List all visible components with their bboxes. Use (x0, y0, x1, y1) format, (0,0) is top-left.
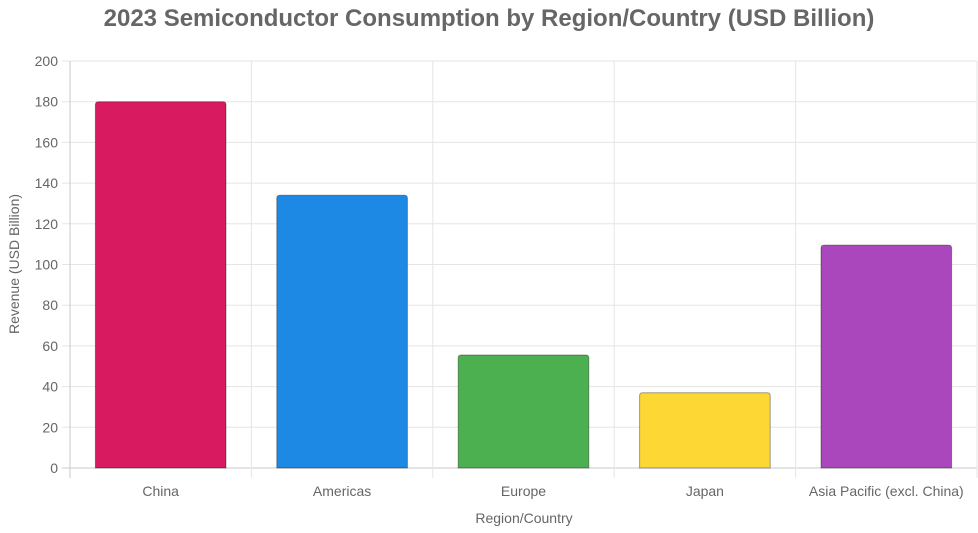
y-tick-label: 100 (35, 257, 59, 273)
bar-japan (639, 392, 771, 469)
x-tick-label: Japan (686, 483, 724, 499)
bar-asia-pacific-excl-china (820, 244, 953, 469)
y-tick-label: 180 (35, 94, 59, 110)
y-tick-label: 40 (42, 379, 58, 395)
x-tick-label: Europe (501, 483, 546, 499)
bar-americas (276, 194, 408, 469)
bar-china (94, 101, 227, 469)
bar-europe (457, 354, 590, 469)
y-tick-label: 160 (35, 134, 59, 150)
y-tick-label: 140 (35, 175, 59, 191)
axes: 0 20 40 60 80 100 120 140 160 180 200 China Americas… (35, 53, 964, 499)
x-tick-label: Asia Pacific (excl. China) (809, 483, 964, 499)
y-tick-label: 60 (42, 338, 58, 354)
y-tick-label: 120 (35, 216, 59, 232)
x-tick-label: China (142, 483, 179, 499)
y-tick-label: 0 (50, 460, 58, 476)
x-axis-label: Region/Country (475, 510, 572, 526)
y-axis-label: Revenue (USD Billion) (6, 194, 22, 334)
x-tick-label: Americas (313, 483, 371, 499)
chart-title: 2023 Semiconductor Consumption by Region… (103, 5, 875, 32)
bars (94, 101, 953, 469)
y-tick-label: 20 (42, 419, 58, 435)
y-tick-label: 200 (35, 53, 59, 69)
y-tick-label: 80 (42, 297, 58, 313)
